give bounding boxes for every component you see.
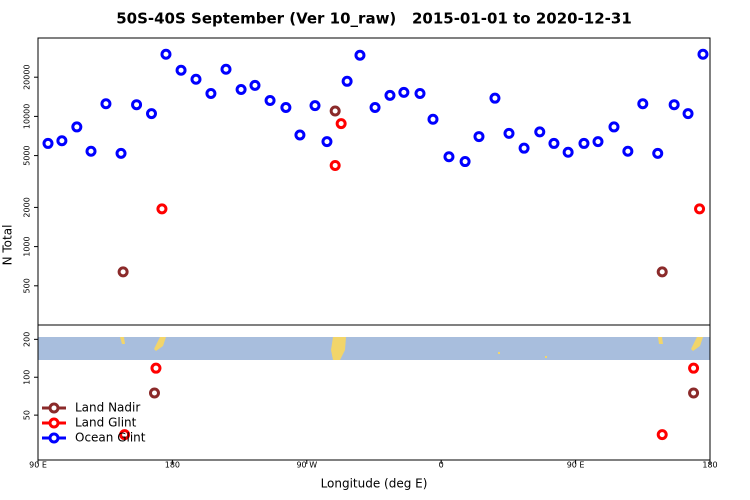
point — [205, 87, 217, 99]
point — [414, 87, 426, 99]
legend-marker — [48, 402, 60, 414]
point — [42, 137, 54, 149]
x-tick-label: 0 — [439, 461, 444, 470]
point — [656, 266, 668, 278]
y-tick-label: 100 — [23, 370, 32, 385]
x-tick-label: 90 E — [29, 461, 47, 470]
x-tick-label: 180 — [165, 461, 180, 470]
point — [427, 113, 439, 125]
x-tick-label: 180 — [702, 461, 717, 470]
point — [249, 79, 261, 91]
point — [321, 136, 333, 148]
point — [71, 121, 83, 133]
map-strip — [38, 337, 710, 360]
point — [190, 73, 202, 85]
point — [309, 100, 321, 112]
point — [341, 75, 353, 87]
land — [331, 337, 346, 360]
point — [688, 387, 700, 399]
point — [534, 126, 546, 138]
point — [398, 86, 410, 98]
point — [443, 151, 455, 163]
x-tick-label: 90 W — [296, 461, 317, 470]
point — [264, 94, 276, 106]
point — [329, 159, 341, 171]
point — [100, 98, 112, 110]
point — [235, 83, 247, 95]
legend-marker — [48, 417, 60, 429]
point — [329, 105, 341, 117]
land — [691, 337, 703, 351]
legend-label: Land Nadir — [75, 401, 140, 415]
point — [578, 137, 590, 149]
x-axis-label: Longitude (deg E) — [321, 477, 428, 491]
point — [688, 362, 700, 374]
y-tick-label: 50 — [23, 410, 32, 420]
y-tick-label: 500 — [23, 278, 32, 293]
point — [592, 136, 604, 148]
point — [354, 49, 366, 61]
point — [175, 64, 187, 76]
point — [156, 203, 168, 215]
point — [459, 156, 471, 168]
point — [148, 387, 160, 399]
point — [548, 137, 560, 149]
land — [658, 337, 663, 344]
point — [656, 429, 668, 441]
y-tick-label: 10000 — [23, 104, 32, 129]
point — [562, 146, 574, 158]
x-tick-label: 90 E — [567, 461, 585, 470]
point — [518, 142, 530, 154]
legend-label: Land Glint — [75, 416, 137, 430]
legend-label: Ocean Glint — [75, 431, 146, 445]
point — [131, 99, 143, 111]
point — [119, 429, 131, 441]
point — [694, 203, 706, 215]
point — [697, 48, 709, 60]
point — [503, 127, 515, 139]
y-axis-label: N Total — [1, 225, 15, 266]
ocean-strip — [38, 337, 710, 360]
point — [294, 129, 306, 141]
y-tick-label: 1000 — [23, 236, 32, 256]
y-tick-label: 200 — [23, 332, 32, 347]
chart-title: 50S-40S September (Ver 10_raw) 2015-01-0… — [116, 10, 632, 28]
point — [369, 102, 381, 114]
land — [545, 356, 547, 358]
point — [637, 98, 649, 110]
point — [622, 145, 634, 157]
point — [85, 145, 97, 157]
point — [652, 147, 664, 159]
point — [668, 99, 680, 111]
point — [280, 102, 292, 114]
land — [498, 352, 500, 354]
point — [489, 92, 501, 104]
point — [682, 108, 694, 120]
point — [473, 131, 485, 143]
point — [115, 147, 127, 159]
point — [220, 63, 232, 75]
legend-marker — [48, 432, 60, 444]
point — [150, 362, 162, 374]
land — [120, 337, 125, 344]
point — [160, 48, 172, 60]
y-tick-label: 20000 — [23, 64, 32, 89]
point — [608, 121, 620, 133]
land — [154, 337, 166, 351]
y-tick-label: 2000 — [23, 197, 32, 217]
bottom-frame — [37, 324, 711, 461]
point — [56, 135, 68, 147]
point — [384, 89, 396, 101]
point — [117, 266, 129, 278]
point — [145, 108, 157, 120]
y-tick-label: 5000 — [23, 145, 32, 165]
point — [335, 118, 347, 130]
